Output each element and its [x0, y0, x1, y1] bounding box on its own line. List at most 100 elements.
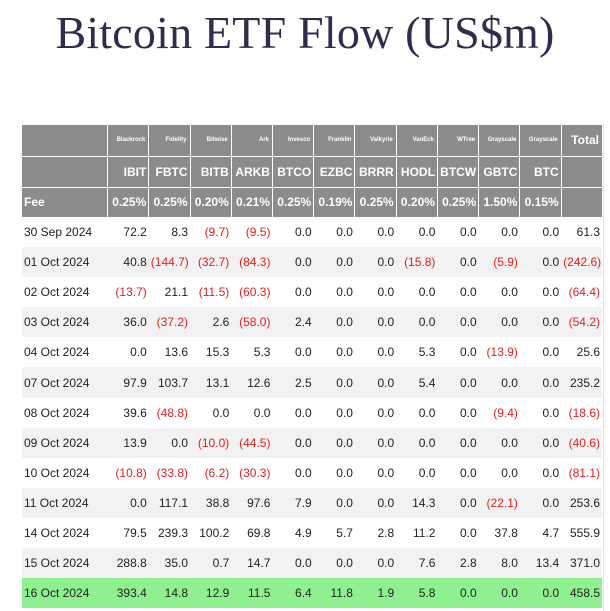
flow-cell: 0.0 — [437, 578, 479, 609]
flow-cell: 79.5 — [123, 525, 147, 540]
issuer-header-cell: Ark — [231, 125, 273, 156]
flow-cell: 0.0 — [542, 225, 560, 240]
table-row: 30 Sep 2024 72.2 8.3 (9.7) (9.5) 0.0 0.0 0.0 0.0… — [22, 217, 602, 247]
flow-cell: 0.0 — [519, 307, 562, 338]
flow-cell: 100.2 — [199, 525, 230, 540]
flow-cell: 0.0 — [354, 548, 397, 579]
row-date: 16 Oct 2024 — [22, 578, 108, 609]
flow-cell: 0.0 — [377, 405, 395, 420]
flow-cell: 2.5 — [272, 367, 314, 398]
flow-cell: 0.0 — [542, 345, 560, 360]
flow-cell: 0.0 — [437, 427, 479, 458]
issuer-header-cell: Grayscale — [519, 125, 562, 156]
flow-cell: (10.0) — [190, 427, 232, 458]
ticker-header-cell: BRRR — [354, 156, 397, 187]
fee-cell: 0.19% — [313, 187, 356, 217]
flow-cell: (5.9) — [478, 247, 520, 278]
flow-cell: 0.0 — [148, 427, 191, 458]
flow-cell: 2.6 — [190, 307, 232, 338]
scroll-track — [603, 125, 604, 611]
flow-cell: 0.0 — [437, 307, 479, 338]
flow-cell: 0.0 — [354, 427, 397, 458]
flow-cell: 0.0 — [519, 578, 562, 609]
flow-cell: 40.8 — [107, 247, 149, 278]
flow-cell: 4.9 — [295, 525, 312, 540]
row-total: 235.2 — [561, 367, 602, 398]
flow-cell: 13.4 — [519, 548, 562, 579]
flow-cell: 72.2 — [123, 225, 147, 240]
flow-cell: (9.5) — [245, 225, 271, 240]
flow-cell: 0.0 — [377, 465, 395, 480]
flow-cell: 0.0 — [519, 247, 562, 278]
flow-cell: 2.8 — [377, 525, 395, 540]
flow-cell: 0.0 — [519, 427, 562, 458]
flow-cell: 1.9 — [354, 578, 397, 609]
flow-cell: 0.0 — [272, 427, 314, 458]
flow-cell: 0.0 — [313, 247, 355, 278]
flow-cell: 0.0 — [478, 367, 520, 398]
flow-cell: 0.0 — [437, 247, 479, 278]
ticker-header-row: IBIT FBTC BITB ARKB BTCO EZBC BRRR HODL … — [22, 156, 602, 187]
flow-cell: 0.0 — [459, 345, 477, 360]
issuer-header-cell: Bitwise — [190, 125, 232, 156]
issuer-header-cell: Blackrock — [107, 125, 150, 156]
flow-cell: 14.7 — [231, 548, 273, 579]
flow-cell: 2.8 — [437, 548, 479, 579]
flow-cell: 0.0 — [542, 285, 560, 300]
flow-cell: 0.0 — [377, 225, 395, 240]
flow-cell: 37.8 — [494, 525, 518, 540]
row-date: 02 Oct 2024 — [24, 285, 90, 300]
flow-cell: 0.0 — [437, 487, 479, 518]
row-date: 07 Oct 2024 — [22, 367, 108, 398]
issuer-header-blank — [22, 125, 109, 156]
table-row: 09 Oct 2024 13.9 0.0 (10.0) (44.5) 0.0 0.0 0.0 0… — [22, 427, 602, 458]
flow-cell: 14.3 — [396, 487, 438, 518]
flow-cell: 0.0 — [519, 367, 562, 398]
flow-cell: 0.0 — [478, 578, 520, 609]
flow-cell: 38.8 — [190, 487, 232, 518]
row-total: (40.6) — [561, 427, 602, 458]
row-total: (64.4) — [568, 285, 600, 300]
flow-cell: 5.8 — [396, 578, 438, 609]
issuer-header-row: Blackrock Fidelity Bitwise Ark Invesco F… — [22, 125, 602, 156]
ticker-header-cell: ARKB — [231, 156, 273, 187]
table-row: 02 Oct 2024 (13.7) 21.1 (11.5) (60.3) 0.0 0.0 0… — [22, 277, 602, 307]
fee-label: Fee — [22, 187, 109, 217]
flow-cell: 8.3 — [171, 225, 189, 240]
flow-cell: 0.0 — [272, 247, 314, 278]
flow-cell: 0.0 — [418, 465, 436, 480]
fee-header-blank — [561, 187, 602, 217]
issuer-header-cell: Grayscale — [478, 125, 521, 156]
flow-cell: 0.0 — [396, 427, 438, 458]
flow-cell: 0.0 — [437, 367, 479, 398]
flow-cell: 2.4 — [272, 307, 314, 338]
table-row: 04 Oct 2024 0.0 13.6 15.3 5.3 0.0 0.0 0.0 5.3 0.0… — [22, 337, 602, 367]
flow-cell: 288.8 — [107, 548, 149, 579]
flow-cell: 0.0 — [336, 465, 353, 480]
flow-cell: 0.0 — [354, 307, 397, 338]
flow-cell: (60.3) — [239, 285, 271, 300]
flow-cell: 14.8 — [148, 578, 191, 609]
issuer-header-cell: Valkyrie — [354, 125, 397, 156]
flow-cell: 0.7 — [190, 548, 232, 579]
ticker-header-cell: IBIT — [107, 156, 150, 187]
flow-cell: 0.0 — [253, 405, 271, 420]
flow-cell: (11.5) — [198, 285, 230, 300]
flow-cell: (15.8) — [396, 247, 438, 278]
row-date: 08 Oct 2024 — [24, 405, 90, 420]
flow-cell: 0.0 — [336, 225, 353, 240]
flow-cell: (44.5) — [231, 427, 273, 458]
table-row: 14 Oct 2024 79.5 239.3 100.2 69.8 4.9 5.7 2.8 11… — [22, 518, 602, 548]
flow-cell: (13.7) — [115, 285, 147, 300]
flow-cell: 0.0 — [295, 465, 312, 480]
flow-cell: 21.1 — [164, 285, 189, 300]
fee-cell: 0.25% — [148, 187, 191, 217]
flow-cell: 11.2 — [412, 525, 436, 540]
flow-cell: 0.0 — [377, 345, 395, 360]
issuer-header-cell: WTree — [437, 125, 480, 156]
page-title: Bitcoin ETF Flow (US$m) — [55, 7, 555, 58]
flow-cell: 8.0 — [478, 548, 520, 579]
flow-cell: 0.0 — [542, 465, 560, 480]
table-row: 03 Oct 2024 36.0 (37.2) 2.6 (58.0) 2.4 0.0 0.0 0… — [22, 307, 602, 338]
flow-cell: (84.3) — [231, 247, 273, 278]
